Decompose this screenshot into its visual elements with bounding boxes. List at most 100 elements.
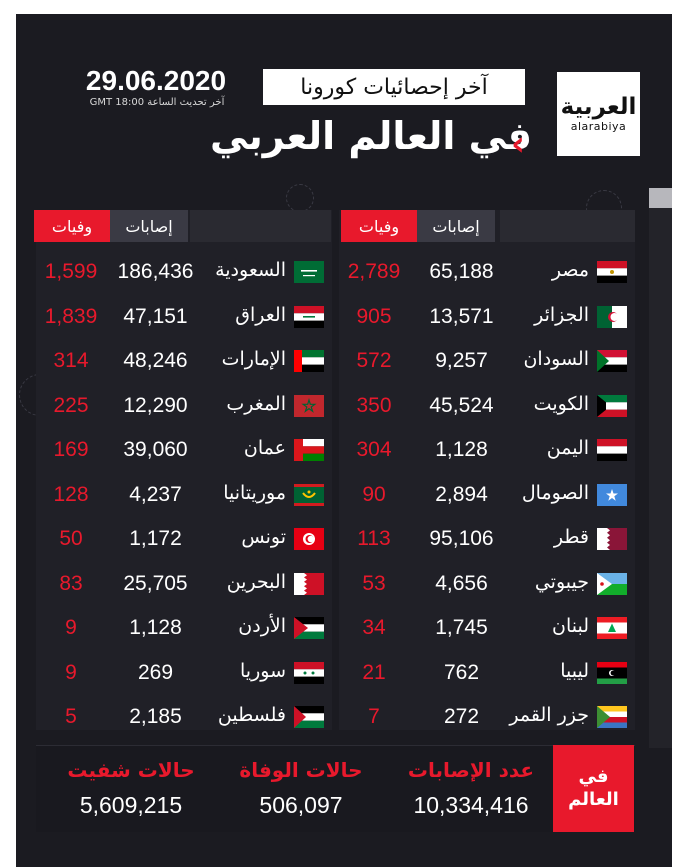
table-panel-left [36,210,332,730]
deaths-value: 9 [65,660,77,684]
deaths-value: 113 [357,527,391,550]
deaths-value: 225 [53,393,89,417]
deaths-value: 1,599 [44,260,98,283]
country-name: اليمن [546,437,589,459]
cases-value: 45,524 [429,393,494,417]
country-name: مصر [551,259,589,281]
somalia-flag-icon [597,483,627,506]
country-name: تونس [241,526,286,548]
country-name: الأردن [238,615,286,637]
table-row: العراق 47,151 1,839 [36,297,332,341]
virus-decoration [286,184,314,212]
world-badge-line1: في [578,766,609,787]
chevron-left-icon: ‹ [511,124,526,164]
deaths-value: 350 [356,393,392,417]
cases-value: 272 [443,705,480,728]
table-row: عمان 39,060 169 [36,430,332,474]
column-header-deaths: وفيات [34,210,110,242]
palestine-flag-icon [294,706,324,728]
deaths-value: 7 [368,705,380,728]
table-row: ليبيا 762 21 [339,653,635,697]
country-name: السودان [523,348,589,370]
deaths-value: 5 [65,705,77,728]
country-name: الكويت [533,392,589,415]
deaths-value: 50 [59,527,83,550]
world-deaths-label: حالات الوفاة [239,758,363,782]
headline-tag-text: آخر إحصائيات كورونا [300,74,488,100]
table-row: فلسطين 2,185 5 [36,697,332,741]
column-header-cases: إصابات [417,210,495,242]
page-title: في العالم العربي [210,114,532,158]
column-header-blank [500,210,635,242]
cases-value: 12,290 [123,393,188,417]
table-row: الكويت 45,524 350 [339,386,635,430]
jordan-flag-icon [294,617,324,639]
kuwait-flag-icon [597,394,627,417]
deaths-value: 90 [362,482,386,506]
deaths-value: 572 [356,349,392,372]
tunisia-flag-icon [294,528,324,550]
table-row: اليمن 1,128 304 [339,430,635,474]
table-row: مصر 65,188 2,789 [339,252,635,296]
iraq-flag-icon [294,305,324,328]
table-row: قطر 95,106 113 [339,519,635,563]
deaths-value: 905 [356,304,392,328]
country-name: الصومال [521,481,589,504]
table-row: الصومال 2,894 90 [339,475,635,519]
report-date: 29.06.2020 [85,65,227,96]
cases-value: 13,571 [429,304,494,328]
deaths-value: 2,789 [347,260,401,283]
algeria-flag-icon [597,305,627,328]
mauritania-flag-icon [294,483,324,506]
country-name: عمان [243,437,286,459]
country-name: قطر [553,526,589,548]
qatar-flag-icon [597,528,627,550]
infographic: العربية alarabiya آخر إحصائيات كورونا 29… [16,14,672,867]
world-deaths-value: 506,097 [259,792,343,818]
cases-value: 2,894 [435,482,488,506]
deaths-value: 169 [53,438,89,461]
table-panel-right [339,210,635,730]
decorative-strip [649,208,672,748]
cases-value: 95,106 [429,527,494,550]
country-name: سوريا [240,659,286,682]
column-header-blank [190,210,331,242]
country-name: البحرين [226,570,286,593]
country-name: لبنان [552,615,589,637]
headline-tag: آخر إحصائيات كورونا [263,69,525,105]
cases-value: 65,188 [429,260,494,283]
table-row: جزر القمر 272 7 [339,697,635,741]
decorative-strip [649,188,672,208]
table-row: البحرين 25,705 83 [36,564,332,608]
morocco-flag-icon [294,394,324,417]
cases-value: 1,745 [435,616,488,639]
country-name: السعودية [215,259,286,281]
country-name: فلسطين [217,704,286,726]
deaths-value: 83 [59,571,83,595]
table-row: موريتانيا 4,237 128 [36,475,332,519]
deaths-value: 9 [65,616,77,639]
country-name: جيبوتي [534,570,589,593]
column-header-cases: إصابات [110,210,188,242]
syria-flag-icon [294,661,324,684]
cases-value: 4,237 [129,482,182,506]
cases-value: 39,060 [123,438,188,461]
world-recovered-value: 5,609,215 [79,792,183,818]
country-name: ليبيا [560,659,589,682]
table-row: الأردن 1,128 9 [36,608,332,652]
country-name: الجزائر [534,303,589,326]
deaths-value: 314 [53,349,89,372]
deaths-value: 34 [362,616,386,639]
alarabiya-logo: العربية alarabiya [557,72,640,156]
world-badge: في العالم [553,745,634,832]
deaths-value: 304 [356,438,392,461]
libya-flag-icon [597,661,627,684]
yemen-flag-icon [597,439,627,461]
cases-value: 186,436 [117,260,194,283]
country-name: موريتانيا [223,481,286,504]
world-badge-line2: العالم [568,788,619,810]
cases-value: 9,257 [435,349,488,372]
update-time: آخر تحديث الساعة GMT 18:00 [89,97,225,108]
uae-flag-icon [294,350,324,372]
oman-flag-icon [294,439,324,461]
